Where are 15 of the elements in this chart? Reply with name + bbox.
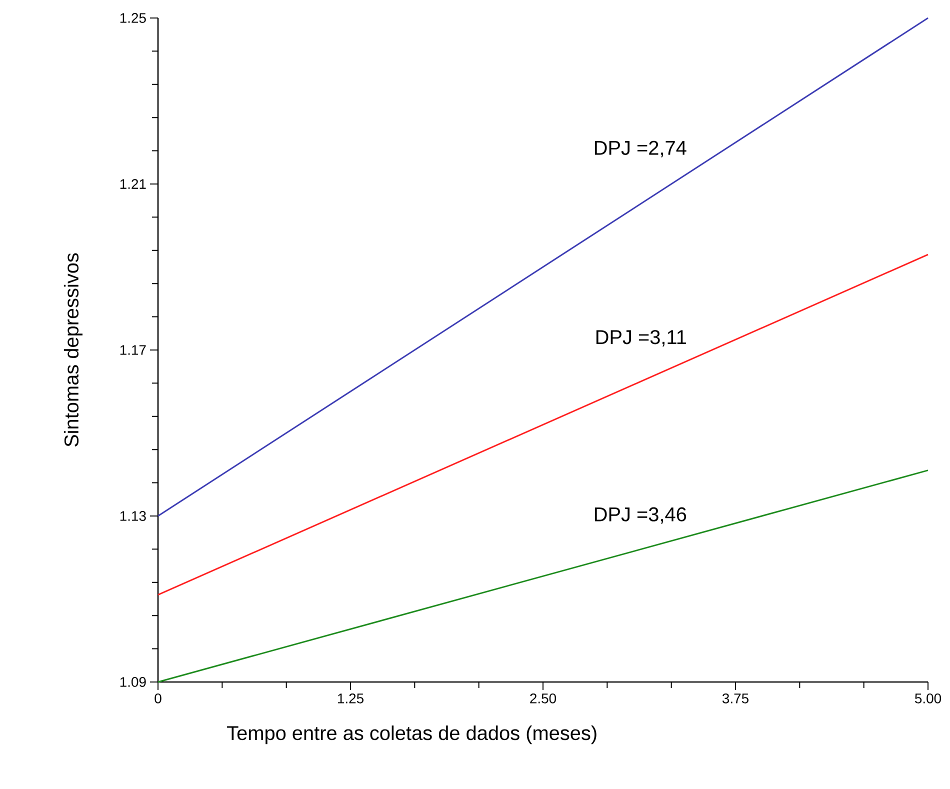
x-tick-label: 0 [154, 693, 162, 704]
x-tick-label: 3.75 [722, 693, 748, 704]
x-tick-label: 1.25 [338, 693, 364, 704]
series-label: DPJ =3,46 [594, 507, 686, 524]
y-tick-label: 1.13 [120, 511, 146, 521]
series-label: DPJ =2,74 [594, 140, 686, 158]
x-tick-label: 2.50 [530, 693, 556, 704]
series-label: DPJ =3,11 [596, 330, 686, 347]
x-tick-label: 5.00 [914, 693, 942, 704]
y-tick-label: 1.09 [120, 677, 146, 687]
y-tick-label: 1.25 [120, 13, 146, 23]
y-tick-label: 1.17 [120, 345, 146, 355]
y-axis-title: Sintomas depressivos [64, 253, 83, 447]
x-axis-title: Tempo entre as coletas de dados (meses) [227, 726, 596, 744]
y-tick-label: 1.21 [120, 179, 146, 189]
